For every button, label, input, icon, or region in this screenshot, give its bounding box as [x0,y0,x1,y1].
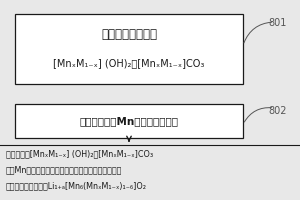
Text: 制备溶胶状的Mn基壳层凝胶材料: 制备溶胶状的Mn基壳层凝胶材料 [80,116,178,126]
Text: 状的Mn基壳层凝胶材料混合；然后通过焙烧、退火；: 状的Mn基壳层凝胶材料混合；然后通过焙烧、退火； [6,165,122,174]
Text: [MnₓM₁₋ₓ] (OH)₂或[MnₓM₁₋ₓ]CO₃: [MnₓM₁₋ₓ] (OH)₂或[MnₓM₁₋ₓ]CO₃ [53,58,205,68]
Bar [15,104,243,138]
Bar [15,14,243,84]
Text: 制备球形或类球形: 制备球形或类球形 [101,28,157,41]
Text: 将所述球形[MnₓM₁₋ₓ] (OH)₂或[MnₓM₁₋ₓ]CO₃: 将所述球形[MnₓM₁₋ₓ] (OH)₂或[MnₓM₁₋ₓ]CO₃ [6,149,153,158]
Text: 802: 802 [268,106,287,116]
Text: 得到锂电池正极材料Li₁₊ₐ[Mn₆(MnₓM₁₋ₓ)₁₋₆]O₂: 得到锂电池正极材料Li₁₊ₐ[Mn₆(MnₓM₁₋ₓ)₁₋₆]O₂ [6,181,147,190]
Text: 801: 801 [268,18,287,28]
